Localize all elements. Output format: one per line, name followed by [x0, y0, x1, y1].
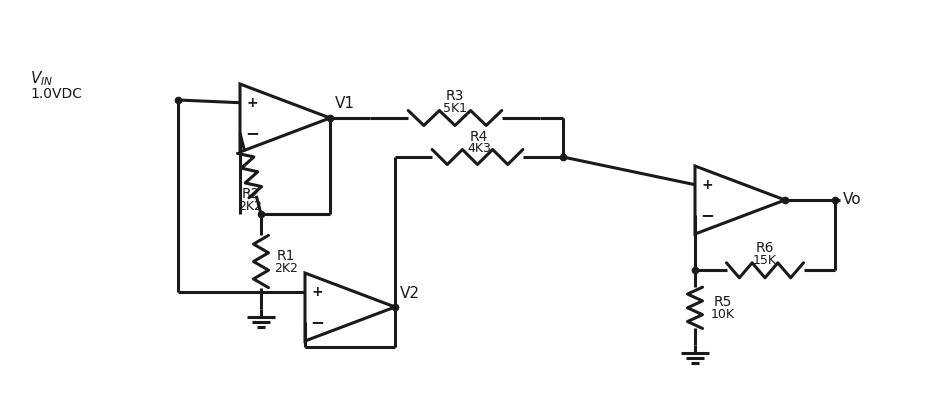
Text: +: + — [246, 96, 257, 110]
Text: R4: R4 — [470, 130, 488, 144]
Text: 1.0VDC: 1.0VDC — [30, 87, 82, 101]
Text: 5K1: 5K1 — [443, 101, 467, 115]
Text: V2: V2 — [400, 286, 420, 300]
Text: −: − — [700, 206, 714, 224]
Text: 2K2: 2K2 — [274, 262, 298, 275]
Text: Vo: Vo — [843, 192, 862, 207]
Text: +: + — [311, 285, 323, 299]
Text: 10K: 10K — [711, 308, 735, 321]
Text: 15K: 15K — [753, 254, 777, 267]
Text: 4K3: 4K3 — [467, 142, 491, 156]
Text: 2K2: 2K2 — [239, 200, 262, 213]
Text: $V_{IN}$: $V_{IN}$ — [30, 70, 53, 88]
Text: +: + — [702, 178, 713, 192]
Text: R1: R1 — [276, 249, 295, 263]
Text: R2: R2 — [241, 187, 259, 201]
Text: R5: R5 — [714, 295, 732, 309]
Text: V1: V1 — [335, 97, 355, 111]
Text: −: − — [310, 313, 324, 331]
Text: −: − — [245, 124, 259, 142]
Text: R3: R3 — [446, 89, 464, 103]
Text: R6: R6 — [755, 241, 774, 255]
